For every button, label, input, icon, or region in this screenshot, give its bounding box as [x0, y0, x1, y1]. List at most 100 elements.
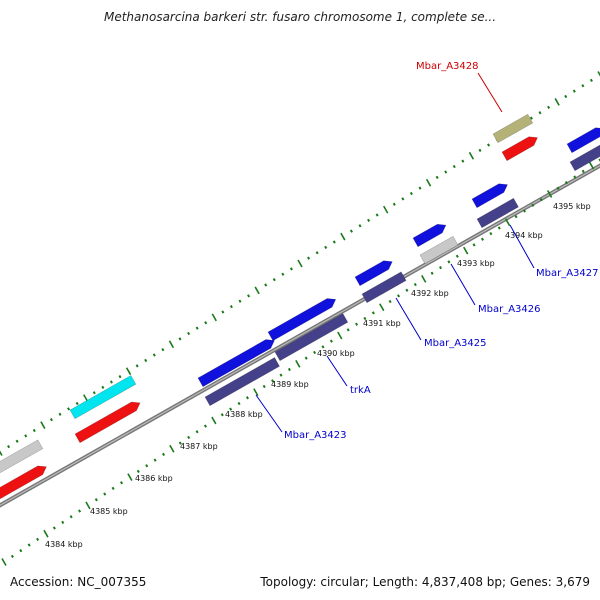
- lower-ruler-tick: [304, 356, 308, 360]
- upper-ruler-tick: [272, 278, 276, 282]
- upper-ruler-tick: [15, 439, 19, 443]
- upper-ruler-tick: [401, 197, 405, 201]
- upper-ruler-tick: [367, 218, 371, 223]
- lower-ruler-tick: [321, 345, 325, 349]
- lower-ruler-tick: [405, 288, 409, 292]
- upper-ruler-tick: [529, 116, 533, 120]
- gene-feature-blue[interactable]: [471, 183, 508, 209]
- lower-ruler-tick: [355, 322, 359, 326]
- lower-ruler-tick: [397, 294, 401, 298]
- upper-ruler-tick: [92, 391, 96, 395]
- gene-feature-blue[interactable]: [354, 260, 393, 287]
- gene-feature-navy[interactable]: [204, 357, 280, 407]
- gene-feature-navy[interactable]: [569, 142, 600, 172]
- gene-label-mbar-a3426[interactable]: Mbar_A3426: [478, 304, 541, 315]
- topology-summary: Topology: circular; Length: 4,837,408 bp…: [260, 575, 590, 589]
- gene-label-mbar-a3425[interactable]: Mbar_A3425: [424, 338, 487, 349]
- gene-feature-blue[interactable]: [412, 223, 447, 248]
- upper-ruler-tick: [187, 331, 191, 336]
- gene-label-mbar-a3425-leader: [395, 297, 422, 341]
- kbp-label: 4386 kbp: [135, 474, 173, 483]
- gene-label-mbar-a3427[interactable]: Mbar_A3427: [536, 268, 599, 279]
- lower-ruler-tick: [514, 214, 518, 219]
- gene-feature-red[interactable]: [0, 465, 47, 502]
- upper-ruler-tick: [211, 313, 217, 322]
- lower-ruler-tick: [43, 529, 49, 538]
- upper-ruler-tick: [435, 175, 439, 179]
- gene-label-mbar-a3423[interactable]: Mbar_A3423: [284, 430, 347, 441]
- lower-ruler-tick: [127, 473, 133, 481]
- upper-ruler-tick: [289, 267, 293, 271]
- lower-ruler-tick: [178, 441, 182, 445]
- lower-ruler-tick: [438, 265, 443, 270]
- gene-feature-navy[interactable]: [274, 313, 349, 362]
- sequence-title: Methanosarcina barkeri str. fusaro chrom…: [103, 10, 497, 24]
- upper-ruler-tick: [324, 245, 328, 249]
- lower-ruler-tick: [69, 515, 73, 519]
- gene-label-mbar-a3428[interactable]: Mbar_A3428: [416, 61, 479, 72]
- upper-ruler-tick: [195, 326, 199, 330]
- accession-label: Accession: NC_007355: [10, 575, 147, 589]
- gene-feature-olive[interactable]: [492, 113, 534, 144]
- gene-feature-gray[interactable]: [0, 439, 44, 476]
- lower-ruler-tick: [287, 367, 291, 372]
- upper-ruler-tick: [392, 202, 396, 206]
- upper-ruler-tick: [247, 294, 251, 298]
- upper-ruler-tick: [58, 412, 62, 416]
- kbp-label: 4391 kbp: [363, 319, 401, 328]
- gene-feature-navy[interactable]: [361, 271, 407, 304]
- upper-ruler-tick: [229, 304, 233, 309]
- upper-ruler-tick: [418, 186, 422, 190]
- lower-ruler-tick: [379, 303, 385, 312]
- lower-ruler-tick: [480, 237, 484, 241]
- lower-ruler-tick: [588, 161, 595, 170]
- lower-ruler-tick: [19, 549, 23, 553]
- upper-ruler-tick: [109, 380, 113, 384]
- lower-ruler-tick: [329, 339, 333, 343]
- lower-ruler-tick: [421, 275, 427, 283]
- gene-feature-navy[interactable]: [476, 197, 519, 229]
- upper-ruler-tick: [383, 205, 389, 214]
- gene-feature-blue[interactable]: [197, 339, 275, 388]
- lower-ruler-tick: [581, 169, 585, 173]
- gene-feature-cyan[interactable]: [69, 375, 137, 420]
- kbp-label: 4392 kbp: [411, 289, 449, 298]
- upper-ruler-tick: [178, 337, 182, 341]
- gene-label-mbar-a3423-leader: [255, 394, 283, 433]
- lower-ruler-tick: [103, 492, 107, 496]
- upper-ruler-tick: [375, 213, 379, 217]
- gene-label-mbar-a3426-leader: [450, 263, 476, 306]
- upper-ruler-tick: [461, 159, 465, 163]
- upper-ruler-tick: [340, 232, 346, 241]
- upper-ruler-tick: [478, 148, 482, 153]
- upper-ruler-tick: [264, 283, 268, 287]
- upper-ruler-tick: [554, 98, 560, 106]
- gene-label-mbar-a3427-leader: [509, 224, 535, 269]
- gene-label-trka[interactable]: trkA: [350, 385, 371, 396]
- upper-ruler-tick: [332, 240, 336, 244]
- upper-ruler-tick: [101, 385, 105, 389]
- lower-ruler-tick: [245, 396, 249, 400]
- lower-ruler-tick: [153, 458, 157, 462]
- gene-feature-blue[interactable]: [267, 298, 337, 342]
- lower-ruler-tick: [145, 464, 149, 468]
- gene-feature-blue[interactable]: [566, 127, 600, 154]
- upper-ruler-tick: [468, 151, 475, 160]
- lower-ruler-tick: [413, 282, 417, 287]
- upper-ruler-tick: [221, 310, 225, 314]
- lower-ruler-tick: [564, 181, 568, 185]
- gene-feature-red[interactable]: [501, 136, 538, 162]
- upper-ruler-tick: [349, 229, 353, 233]
- kbp-label: 4390 kbp: [317, 349, 355, 358]
- gene-feature-red[interactable]: [74, 401, 141, 444]
- lower-ruler-tick: [169, 444, 175, 453]
- gene-feature-gray[interactable]: [419, 235, 459, 265]
- upper-ruler-tick: [572, 89, 576, 93]
- upper-ruler-tick: [32, 428, 36, 433]
- lower-ruler-tick: [203, 424, 207, 428]
- kbp-label: 4394 kbp: [505, 231, 543, 240]
- upper-ruler-tick: [161, 348, 165, 352]
- lower-ruler-tick: [78, 509, 82, 513]
